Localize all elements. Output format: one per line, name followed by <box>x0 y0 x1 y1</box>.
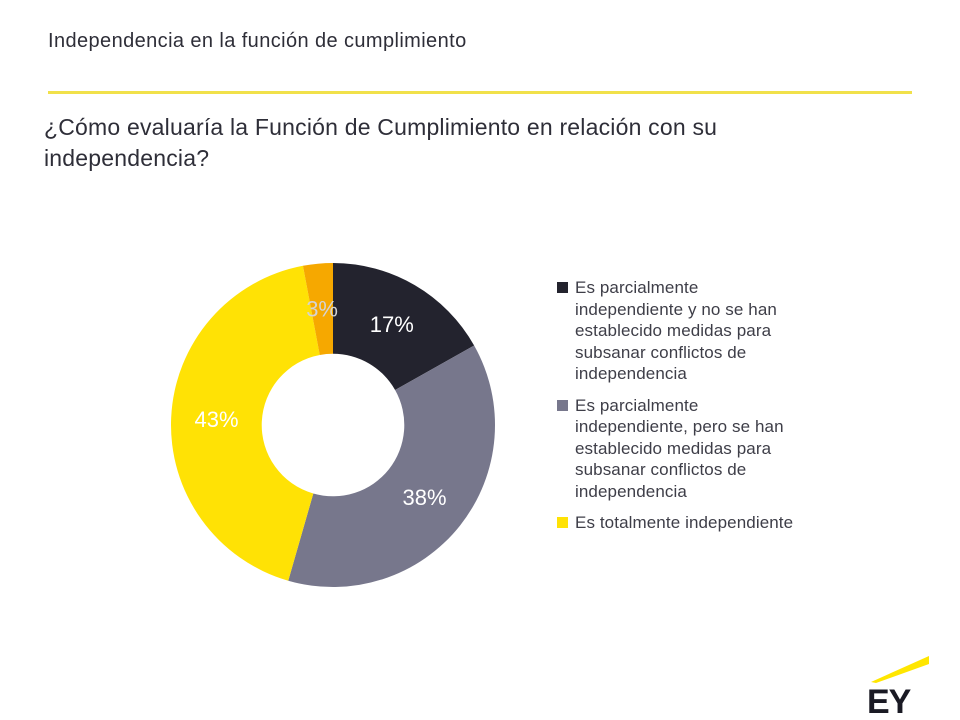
chart-question-heading: ¿Cómo evaluaría la Función de Cumplimien… <box>44 114 718 171</box>
donut-slice-1 <box>288 345 495 587</box>
legend-label: Es parcialmente independiente y no se ha… <box>575 278 777 383</box>
donut-slice-3 <box>302 263 333 355</box>
donut-slice-label: 17% <box>370 312 414 337</box>
legend-item: Es totalmente independiente <box>557 512 857 534</box>
donut-slice-label: 43% <box>194 407 238 432</box>
ey-logo: EY <box>866 652 932 720</box>
legend-swatch-icon <box>557 517 568 528</box>
ey-logo-text: EY <box>867 683 912 716</box>
yellow-divider-rule <box>48 91 912 94</box>
ey-beam-icon <box>871 656 929 683</box>
donut-chart-svg: 17% 38% 43% 3% <box>171 263 495 587</box>
donut-slice-2 <box>171 265 320 581</box>
legend-item: Es parcialmente independiente, pero se h… <box>557 395 857 503</box>
donut-slice-0 <box>333 263 475 390</box>
ey-logo-svg: EY <box>867 656 929 720</box>
donut-slice-label: 3% <box>306 296 338 321</box>
chart-legend: Es parcialmente independiente y no se ha… <box>557 277 857 544</box>
legend-label: Es totalmente independiente <box>575 513 794 532</box>
page-title: Independencia en la función de cumplimie… <box>48 30 467 52</box>
legend-label: Es parcialmente independiente, pero se h… <box>575 395 784 501</box>
legend-swatch-icon <box>557 399 568 411</box>
legend-swatch-icon <box>557 282 568 293</box>
donut-chart: 17% 38% 43% 3% <box>133 225 533 625</box>
donut-slice-label: 38% <box>402 485 446 510</box>
legend-item: Es parcialmente independiente y no se ha… <box>557 277 857 385</box>
